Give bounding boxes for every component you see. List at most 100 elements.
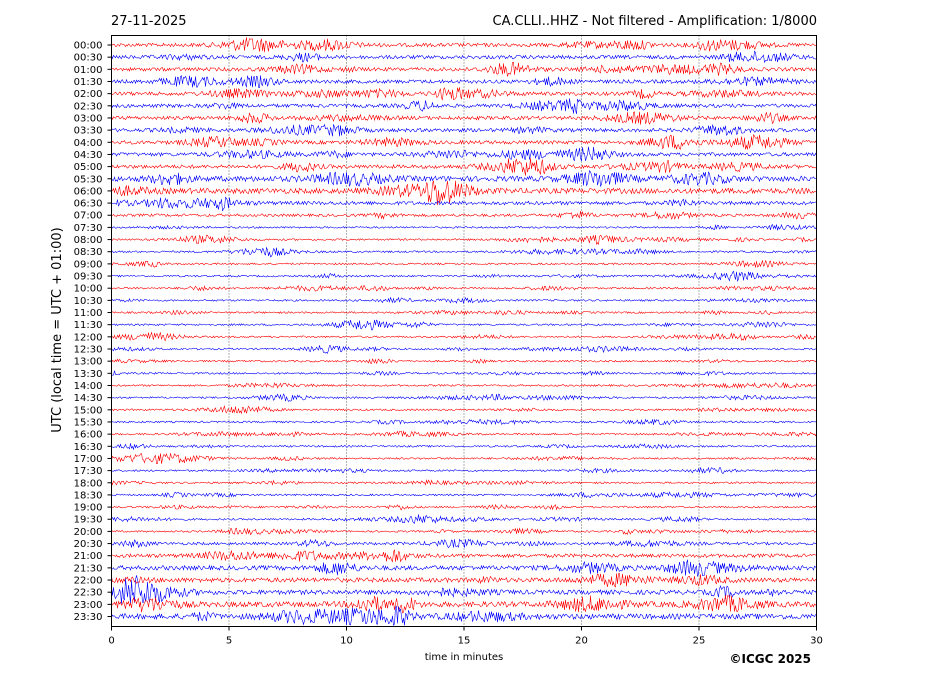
- trace-1100: [111, 309, 817, 316]
- trace-0830: [111, 246, 817, 258]
- row-label: 08:00: [74, 235, 103, 246]
- trace-0300: [111, 111, 817, 125]
- trace-0600: [111, 180, 817, 206]
- trace-0230: [111, 98, 817, 115]
- row-label: 02:00: [74, 89, 103, 100]
- x-tick-label: 5: [226, 636, 232, 647]
- row-label: 14:00: [74, 381, 103, 392]
- trace-0200: [111, 87, 817, 101]
- row-label: 10:00: [74, 284, 103, 295]
- row-label: 15:00: [74, 405, 103, 416]
- trace-1030: [111, 296, 817, 305]
- plot-frame: [111, 35, 817, 627]
- trace-1830: [111, 491, 817, 499]
- row-label: 05:00: [74, 162, 103, 173]
- row-label: 09:30: [74, 272, 103, 283]
- y-axis-label: UTC (local time = UTC + 01:00): [50, 227, 65, 432]
- trace-2230: [111, 575, 817, 605]
- row-label: 07:00: [74, 211, 103, 222]
- trace-2100: [111, 549, 817, 563]
- row-label: 01:30: [74, 77, 103, 88]
- row-label: 00:00: [74, 41, 103, 52]
- row-label: 03:30: [74, 126, 103, 137]
- row-label: 20:00: [74, 527, 103, 538]
- seismic-traces: [111, 37, 817, 626]
- x-tick-label: 30: [810, 636, 823, 647]
- row-label: 02:30: [74, 101, 103, 112]
- row-label: 04:00: [74, 138, 103, 149]
- row-label: 18:30: [74, 490, 103, 501]
- x-axis-ticks: 0 5 10 15 20 25 30: [108, 626, 823, 647]
- trace-1000: [111, 284, 817, 292]
- row-label: 12:00: [74, 332, 103, 343]
- row-label: 09:00: [74, 259, 103, 270]
- trace-0330: [111, 123, 817, 137]
- x-tick-label: 10: [340, 636, 353, 647]
- row-label: 22:30: [74, 588, 103, 599]
- row-label: 18:00: [74, 478, 103, 489]
- row-label: 16:00: [74, 430, 103, 441]
- row-label: 16:30: [74, 442, 103, 453]
- row-label: 21:00: [74, 551, 103, 562]
- row-label: 20:30: [74, 539, 103, 550]
- trace-2300: [111, 595, 817, 614]
- row-label: 19:00: [74, 503, 103, 514]
- trace-0630: [111, 196, 817, 212]
- trace-0400: [111, 133, 817, 150]
- trace-1600: [111, 430, 817, 438]
- trace-1230: [111, 345, 817, 354]
- trace-0430: [111, 146, 817, 162]
- row-label: 07:30: [74, 223, 103, 234]
- row-label: 11:00: [74, 308, 103, 319]
- row-label: 14:30: [74, 393, 103, 404]
- copyright-credit: ©ICGC 2025: [729, 652, 811, 666]
- trace-1400: [111, 382, 817, 389]
- row-label: 21:30: [74, 563, 103, 574]
- chart-title: CA.CLLI..HHZ - Not filtered - Amplificat…: [493, 14, 818, 29]
- row-label: 17:30: [74, 466, 103, 477]
- trace-2000: [111, 527, 817, 536]
- x-axis-label: time in minutes: [425, 652, 504, 663]
- row-label: 11:30: [74, 320, 103, 331]
- row-label: 13:00: [74, 357, 103, 368]
- x-tick-label: 20: [575, 636, 588, 647]
- trace-1900: [111, 503, 817, 511]
- trace-0700: [111, 210, 817, 220]
- row-label: 23:30: [74, 612, 103, 623]
- row-label: 23:00: [74, 600, 103, 611]
- row-label: 17:00: [74, 454, 103, 465]
- row-label: 22:00: [74, 576, 103, 587]
- row-label: 13:30: [74, 369, 103, 380]
- row-label: 03:00: [74, 113, 103, 124]
- trace-2030: [111, 538, 817, 549]
- trace-2330: [111, 605, 817, 626]
- trace-1200: [111, 331, 817, 341]
- trace-0100: [111, 61, 817, 77]
- x-tick-label: 25: [693, 636, 706, 647]
- trace-0500: [111, 158, 817, 176]
- row-label: 12:30: [74, 345, 103, 356]
- trace-1300: [111, 358, 817, 365]
- x-tick-label: 0: [108, 636, 114, 647]
- row-label: 04:30: [74, 150, 103, 161]
- trace-0800: [111, 234, 817, 245]
- row-label: 05:30: [74, 174, 103, 185]
- trace-1700: [111, 452, 817, 464]
- row-label: 08:30: [74, 247, 103, 258]
- row-label: 15:30: [74, 417, 103, 428]
- trace-1930: [111, 514, 817, 524]
- row-label: 00:30: [74, 53, 103, 64]
- row-label: 06:30: [74, 199, 103, 210]
- trace-0000: [111, 37, 817, 53]
- trace-1430: [111, 393, 817, 402]
- trace-1530: [111, 418, 817, 426]
- trace-1730: [111, 466, 817, 474]
- trace-2130: [111, 559, 817, 578]
- row-label: 06:00: [74, 186, 103, 197]
- x-tick-label: 15: [458, 636, 471, 647]
- trace-1630: [111, 443, 817, 451]
- row-label: 19:30: [74, 515, 103, 526]
